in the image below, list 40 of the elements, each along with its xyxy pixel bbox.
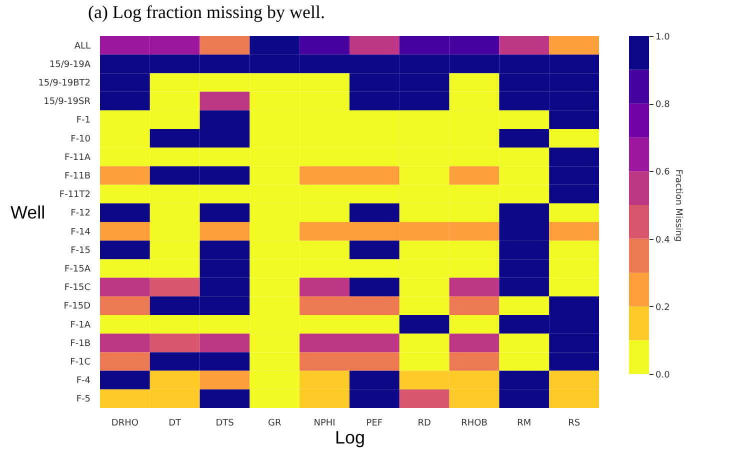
y-tick-label: F-15A xyxy=(64,264,92,274)
x-tick-label: DRHO xyxy=(111,418,138,428)
x-tick-label: GR xyxy=(268,418,282,428)
chart-title: (a) Log fraction missing by well. xyxy=(88,2,325,22)
color-bar-label: 0.2 xyxy=(656,302,670,313)
y-tick-label: F-14 xyxy=(70,227,91,238)
y-tick-label: F-5 xyxy=(76,394,90,405)
x-tick-label: DT xyxy=(168,418,182,428)
x-tick-label: RS xyxy=(568,418,580,428)
color-bar-title: Fraction Missing xyxy=(672,169,683,242)
y-tick-label: F-10 xyxy=(70,134,91,144)
y-tick-label: F-11B xyxy=(64,172,90,182)
y-tick-label: 15/9-19SR xyxy=(44,97,90,108)
color-bar-label: 0.0 xyxy=(656,370,670,380)
x-tick-label: NPHI xyxy=(314,418,336,428)
y-tick-label: ALL xyxy=(74,41,90,52)
y-tick-label: F-1 xyxy=(76,116,90,126)
y-tick-label: F-12 xyxy=(70,208,90,219)
y-tick-label: F-1A xyxy=(70,320,92,330)
y-tick-label: F-11A xyxy=(64,152,92,163)
x-tick-label: RM xyxy=(517,418,532,428)
y-tick-label: F-4 xyxy=(76,376,91,386)
y-tick-label: 15/9-19A xyxy=(49,60,92,70)
y-tick-label: F-1B xyxy=(70,338,90,349)
y-tick-label: F-1C xyxy=(70,358,90,368)
color-bar-label: 1.0 xyxy=(656,32,670,42)
x-tick-label: RD xyxy=(418,418,432,428)
color-bar-label: 0.6 xyxy=(656,168,670,178)
x-tick-label: PEF xyxy=(366,418,383,428)
y-tick-label: F-15 xyxy=(70,246,90,256)
y-axis-title: Well xyxy=(10,202,46,222)
y-tick-label: F-11T2 xyxy=(59,190,90,200)
color-bar-label: 0.4 xyxy=(656,235,670,246)
x-axis-title: Log xyxy=(334,428,366,448)
x-tick-label: RHOB xyxy=(461,418,488,428)
y-tick-label: F-15D xyxy=(64,302,91,312)
y-tick-label: F-15C xyxy=(64,283,90,294)
color-bar-label: 0.8 xyxy=(656,100,670,110)
y-tick-label: 15/9-19BT2 xyxy=(38,78,90,88)
x-tick-label: DTS xyxy=(216,418,234,428)
